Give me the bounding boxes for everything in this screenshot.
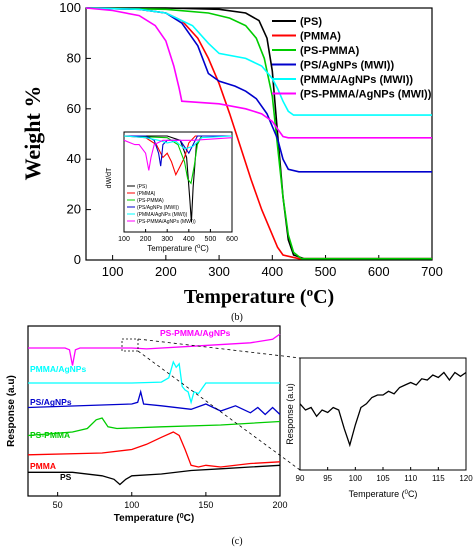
dsc-plot-frame bbox=[27, 325, 281, 497]
tga-legend: (PS) (PMMA) (PS-PMMA) (PS/AgNPs (MWI)) (PMMA… bbox=[272, 16, 432, 101]
tga-legend-label: (PS/AgNPs (MWI)) bbox=[300, 60, 394, 72]
tga-plot-frame bbox=[85, 7, 433, 261]
dsc-series-labels: PS-PMMA/AgNPs PMMA/AgNPs PS/AgNPs PS-PMMA PM… bbox=[30, 328, 231, 482]
zoom-x-tick-label: 105 bbox=[376, 474, 390, 483]
tga-legend-label: (PS) bbox=[300, 16, 322, 28]
dtg-legend-label: (PS) bbox=[137, 184, 147, 190]
dsc-x-tick-label: 150 bbox=[198, 500, 213, 510]
dsc-series-lines bbox=[27, 333, 281, 486]
dtg-line-ps-pmma-agnps-mwi bbox=[123, 137, 233, 171]
dsc-series-label: PMMA/AgNPs bbox=[30, 364, 86, 374]
dtg-legend-label: (PMMA/AgNPs (MWI)) bbox=[137, 212, 188, 218]
dsc-line-ps bbox=[28, 464, 281, 486]
dtg-x-tick-label: 600 bbox=[226, 236, 238, 243]
dtg-legend-label: (PMMA) bbox=[137, 191, 156, 197]
dtg-x-ticks: 100 200 300 400 500 600 bbox=[118, 229, 238, 243]
tga-y-tick-label: 20 bbox=[67, 202, 81, 217]
tga-legend-label: (PMMA/AgNPs (MWI)) bbox=[300, 74, 413, 86]
dtg-legend-label: (PS-PMMA) bbox=[137, 198, 164, 204]
tga-line-ps-pmma-agnps-mwi bbox=[85, 7, 432, 139]
tga-line-pmma-agnps-mwi bbox=[85, 7, 432, 116]
dtg-x-tick-label: 100 bbox=[118, 236, 130, 243]
dtg-line-pmma bbox=[123, 135, 232, 177]
tga-legend-label: (PMMA) bbox=[300, 31, 341, 43]
tga-x-tick-label: 600 bbox=[368, 264, 390, 279]
zoom-x-axis-label: Temperature (0C) bbox=[349, 489, 418, 499]
tga-y-tick-label: 100 bbox=[59, 0, 81, 15]
dsc-x-ticks: 50 100 150 200 bbox=[53, 492, 288, 510]
dtg-inset: 100 200 300 400 500 600 (PS)(PMMA)(PS-PMMA)(P… bbox=[106, 131, 238, 253]
zoom-y-axis-label: Response (a.u) bbox=[285, 383, 295, 445]
tga-y-tick-label: 60 bbox=[67, 101, 81, 116]
tga-legend-label: (PS-PMMA/AgNPs (MWI)) bbox=[300, 89, 432, 101]
tga-y-ticks: 0 20 40 60 80 100 bbox=[59, 0, 91, 267]
zoom-x-tick-label: 100 bbox=[349, 474, 363, 483]
dtg-series-lines bbox=[123, 135, 233, 223]
tga-x-tick-label: 700 bbox=[421, 264, 443, 279]
dsc-zoom-inset: 90 95 100 105 110 115 120 Response (a.u) Tempe… bbox=[285, 357, 473, 499]
dtg-line-pmma-agnps-mwi bbox=[123, 135, 233, 150]
dsc-series-label: PS-PMMA/AgNPs bbox=[160, 328, 231, 338]
zoom-x-ticks: 90 95 100 105 110 115 120 bbox=[296, 467, 473, 483]
zoom-x-tick-label: 90 bbox=[296, 474, 305, 483]
tga-line-ps-pmma bbox=[85, 7, 432, 260]
tga-legend-label: (PS-PMMA) bbox=[300, 45, 360, 57]
dsc-series-label: PS bbox=[60, 472, 72, 482]
zoom-line bbox=[299, 371, 467, 448]
dsc-line-pmma-agnps bbox=[28, 360, 280, 405]
zoom-x-tick-label: 115 bbox=[432, 474, 445, 483]
dsc-line-pmma bbox=[27, 431, 281, 468]
tga-x-tick-label: 200 bbox=[155, 264, 177, 279]
dsc-panel: 50 100 150 200 PS-PMMA/AgNPs PMMA/AgNPs PS/Ag… bbox=[6, 325, 473, 547]
tga-y-tick-label: 40 bbox=[67, 151, 81, 166]
tga-line-ps bbox=[86, 7, 432, 260]
tga-x-tick-label: 500 bbox=[315, 264, 337, 279]
dsc-x-tick-label: 200 bbox=[272, 500, 287, 510]
zoom-x-tick-label: 120 bbox=[459, 474, 473, 483]
tga-x-ticks: 100 200 300 400 500 600 700 bbox=[102, 255, 443, 279]
tga-y-tick-label: 0 bbox=[74, 252, 81, 267]
dtg-y-axis-label: dW/dT bbox=[106, 167, 113, 188]
tga-x-axis-label: Temperature (oC) bbox=[184, 284, 334, 309]
dtg-x-tick-label: 400 bbox=[183, 236, 195, 243]
dsc-x-tick-label: 50 bbox=[53, 500, 63, 510]
zoom-x-tick-label: 110 bbox=[404, 474, 417, 483]
tga-x-tick-label: 400 bbox=[261, 264, 283, 279]
dsc-line-ps-agnps bbox=[27, 389, 281, 416]
dsc-series-label: PS-PMMA bbox=[30, 430, 70, 440]
tga-x-tick-label: 100 bbox=[102, 264, 124, 279]
tga-series-lines bbox=[85, 7, 432, 260]
dsc-x-tick-label: 100 bbox=[124, 500, 139, 510]
dsc-line-ps-pmma bbox=[27, 417, 281, 437]
zoom-x-tick-label: 95 bbox=[323, 474, 332, 483]
dtg-x-tick-label: 500 bbox=[205, 236, 217, 243]
panel-label-b: (b) bbox=[231, 312, 243, 323]
panel-label-c: (c) bbox=[231, 536, 242, 547]
dtg-legend-label: (PS/AgNPs (MWI)) bbox=[137, 205, 179, 211]
tga-x-tick-label: 300 bbox=[208, 264, 230, 279]
dsc-y-axis-label: Response (a.u) bbox=[6, 375, 17, 447]
dtg-x-tick-label: 200 bbox=[140, 236, 152, 243]
tga-y-axis-label: Weight % bbox=[20, 86, 45, 181]
dsc-series-label: PMMA bbox=[30, 461, 56, 471]
dtg-x-tick-label: 300 bbox=[161, 236, 173, 243]
dsc-series-label: PS/AgNPs bbox=[30, 397, 72, 407]
tga-y-tick-label: 80 bbox=[67, 50, 81, 65]
zoom-series-line bbox=[299, 371, 467, 448]
dtg-legend: (PS)(PMMA)(PS-PMMA)(PS/AgNPs (MWI))(PMMA… bbox=[127, 184, 196, 225]
dtg-legend-label: (PS-PMMA/AgNPs (MWI)) bbox=[137, 219, 196, 225]
dsc-x-axis-label: Temperature (0C) bbox=[114, 513, 194, 525]
dtg-x-axis-label: Temperature (oC) bbox=[147, 244, 209, 253]
dsc-line-ps-pmma-agnps bbox=[28, 333, 281, 366]
zoom-region-box bbox=[121, 338, 139, 352]
tga-line-ps-agnps-mwi bbox=[85, 7, 432, 173]
